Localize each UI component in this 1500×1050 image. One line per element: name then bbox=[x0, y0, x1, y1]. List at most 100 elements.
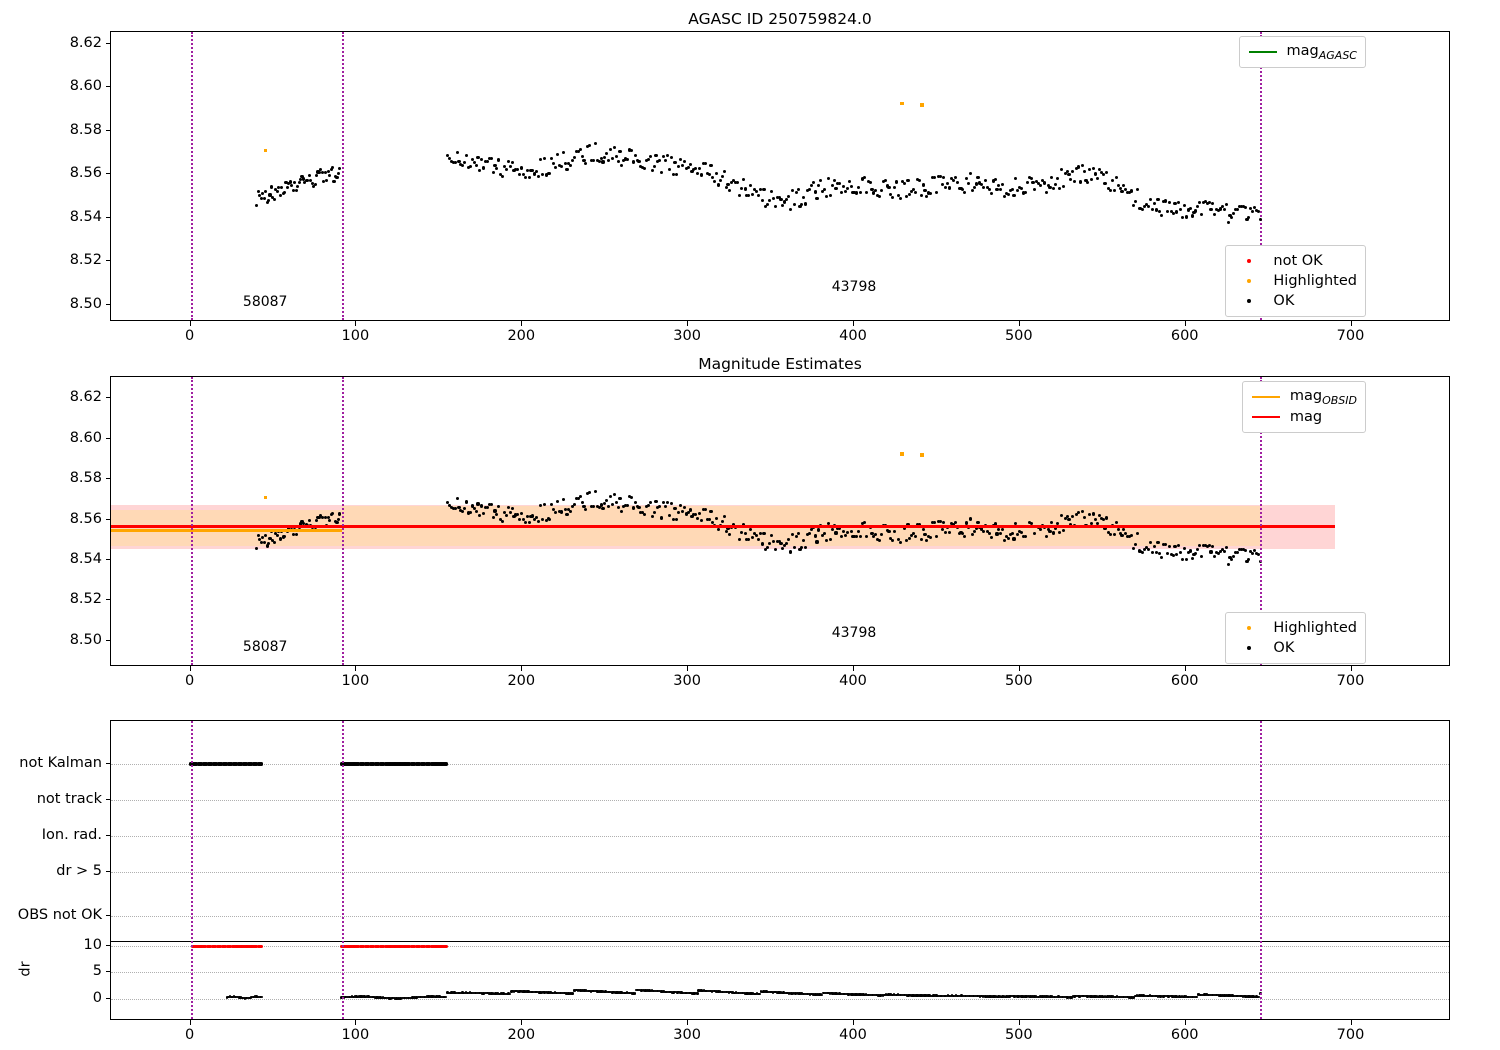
data-point-ok bbox=[557, 509, 561, 513]
data-point-ok bbox=[315, 174, 319, 178]
data-point-ok bbox=[331, 511, 335, 515]
data-point-ok bbox=[804, 545, 808, 549]
dr-point bbox=[1086, 995, 1089, 998]
data-point-ok bbox=[853, 535, 857, 539]
data-point-ok bbox=[476, 156, 480, 160]
legend-entry[interactable]: not OK bbox=[1234, 251, 1357, 271]
dr-point bbox=[958, 994, 962, 998]
dr-point bbox=[255, 995, 258, 998]
dr-point bbox=[357, 995, 361, 998]
legend-panel2-bottom[interactable]: Highlighted OK bbox=[1225, 612, 1366, 664]
data-point-ok bbox=[495, 512, 499, 516]
x-tick-label: 300 bbox=[673, 328, 701, 344]
x-tick-label: 100 bbox=[341, 1027, 370, 1043]
data-point-ok bbox=[1107, 186, 1111, 191]
legend-line-swatch bbox=[1248, 44, 1278, 60]
data-point-ok bbox=[599, 503, 603, 507]
legend-entry[interactable]: mag bbox=[1251, 407, 1357, 427]
obsid-annotation: 58087 bbox=[242, 294, 288, 310]
dr-point bbox=[401, 996, 405, 1000]
dr-point bbox=[941, 994, 945, 998]
data-point-ok bbox=[483, 505, 488, 510]
dr-point bbox=[735, 991, 739, 995]
data-point-ok bbox=[1182, 546, 1187, 550]
legend-entry[interactable]: Highlighted bbox=[1234, 618, 1357, 638]
data-point-ok bbox=[300, 520, 304, 524]
dr-point bbox=[364, 995, 367, 999]
data-point-ok bbox=[879, 532, 883, 536]
data-point-ok bbox=[1097, 513, 1101, 517]
y-tick-mark bbox=[105, 303, 110, 305]
data-point-ok bbox=[802, 195, 806, 199]
dr-point bbox=[770, 990, 773, 994]
dr-point bbox=[685, 991, 688, 995]
dr-point bbox=[1160, 994, 1164, 998]
data-point-ok bbox=[1129, 189, 1134, 193]
data-point-ok bbox=[1086, 180, 1090, 184]
dr-point bbox=[432, 995, 436, 998]
legend-entry[interactable]: OK bbox=[1234, 291, 1357, 311]
dr-point bbox=[1108, 995, 1112, 998]
data-point-ok bbox=[785, 198, 789, 202]
data-point-ok bbox=[754, 534, 758, 538]
dr-point bbox=[516, 990, 520, 993]
data-point-ok bbox=[299, 177, 303, 181]
data-point-ok bbox=[593, 489, 597, 493]
dr-tick-label: 5 bbox=[92, 963, 102, 980]
dr-point bbox=[755, 992, 759, 995]
data-point-ok bbox=[690, 515, 694, 519]
y-tick-mark bbox=[105, 478, 110, 480]
data-point-ok bbox=[1040, 178, 1044, 182]
dr-point bbox=[371, 995, 374, 999]
dr-point bbox=[1243, 994, 1246, 998]
dr-point bbox=[984, 995, 987, 998]
data-point-highlighted bbox=[900, 102, 904, 106]
data-point-ok bbox=[847, 180, 851, 184]
legend-entry[interactable]: Highlighted bbox=[1234, 271, 1357, 291]
data-point-ok bbox=[521, 172, 525, 176]
legend-entry[interactable]: magOBSID bbox=[1251, 387, 1357, 407]
data-point-ok bbox=[798, 548, 802, 552]
data-point-ok bbox=[1090, 177, 1094, 181]
data-point-ok bbox=[980, 183, 984, 187]
legend-panel1-bottom[interactable]: not OK Highlighted OK bbox=[1225, 245, 1366, 317]
dr-point bbox=[592, 989, 595, 993]
dr-point bbox=[908, 993, 911, 997]
legend-panel1-top[interactable]: magAGASC bbox=[1238, 36, 1366, 68]
dr-point bbox=[646, 989, 650, 992]
data-point-ok bbox=[931, 521, 935, 525]
x-tick-mark bbox=[853, 666, 855, 671]
obsid-divider-line bbox=[341, 721, 344, 1019]
data-point-ok bbox=[303, 180, 307, 184]
data-point-ok bbox=[1004, 191, 1009, 195]
data-point-ok bbox=[798, 205, 802, 209]
dr-point bbox=[758, 992, 761, 996]
legend-line-icon bbox=[1251, 415, 1280, 419]
flag-gridline bbox=[111, 836, 1449, 838]
legend-entry[interactable]: magAGASC bbox=[1248, 42, 1357, 62]
data-point-ok bbox=[525, 169, 529, 173]
data-point-ok bbox=[1129, 533, 1134, 537]
data-point-ok bbox=[722, 169, 726, 173]
dr-point bbox=[822, 991, 825, 995]
data-point-ok bbox=[480, 504, 484, 508]
data-point-ok bbox=[531, 168, 535, 173]
dr-point bbox=[970, 994, 974, 998]
data-point-ok bbox=[938, 175, 942, 179]
data-point-ok bbox=[874, 533, 878, 537]
data-point-ok bbox=[261, 536, 265, 540]
data-point-ok bbox=[968, 172, 973, 176]
data-point-ok bbox=[1071, 169, 1075, 173]
data-point-ok bbox=[1158, 209, 1162, 213]
legend-entry[interactable]: OK bbox=[1234, 638, 1357, 658]
dr-point bbox=[428, 995, 432, 998]
legend-panel2-top[interactable]: magOBSID mag bbox=[1241, 381, 1366, 433]
data-point-ok bbox=[1184, 215, 1188, 219]
data-point-ok bbox=[872, 535, 876, 539]
data-point-ok bbox=[1057, 530, 1062, 534]
legend-entry-label: OK bbox=[1273, 640, 1295, 656]
data-point-ok bbox=[483, 159, 488, 163]
dr-point bbox=[860, 993, 864, 996]
data-point-ok bbox=[578, 148, 582, 152]
data-point-ok bbox=[631, 506, 635, 510]
